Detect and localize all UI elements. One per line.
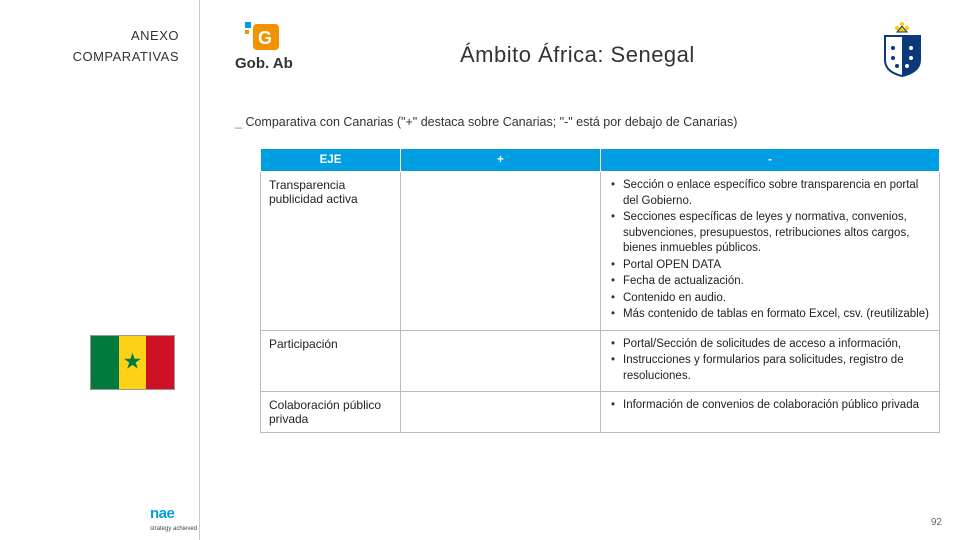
bullet-item: Fecha de actualización. (609, 274, 931, 290)
col-header-plus: + (401, 149, 601, 172)
table-row: Participación Portal/Sección de solicitud… (261, 330, 940, 392)
nae-logo: nae (150, 505, 174, 522)
bullet-item: Información de convenios de colaboración… (609, 398, 931, 414)
sidebar-title-1: ANEXO (0, 28, 179, 43)
cell-minus: Portal/Sección de solicitudes de acceso … (601, 330, 940, 392)
svg-text:G: G (258, 28, 272, 48)
cell-minus: Sección o enlace específico sobre transp… (601, 172, 940, 331)
bullet-item: Portal/Sección de solicitudes de acceso … (609, 337, 931, 353)
sidebar-title-2: COMPARATIVAS (0, 49, 179, 64)
page-number: 92 (931, 517, 942, 528)
bullet-item: Sección o enlace específico sobre transp… (609, 178, 931, 209)
sidebar: ANEXO COMPARATIVAS (0, 0, 200, 540)
page-title: Ámbito África: Senegal (460, 42, 695, 68)
table-row: Colaboración público privada Información … (261, 392, 940, 433)
cell-plus (401, 172, 601, 331)
bullet-item: Instrucciones y formularios para solicit… (609, 353, 931, 384)
cell-eje: Transparencia publicidad activa (261, 172, 401, 331)
bullet-item: Contenido en audio. (609, 291, 931, 307)
cell-minus: Información de convenios de colaboración… (601, 392, 940, 433)
flag-stripe-red (146, 336, 174, 389)
cell-eje: Participación (261, 330, 401, 392)
bullet-item: Secciones específicas de leyes y normati… (609, 210, 931, 257)
canarias-logo (875, 18, 930, 78)
flag-stripe-green (91, 336, 119, 389)
cell-plus (401, 392, 601, 433)
comparison-table: EJE + - Transparencia publicidad activa S… (260, 148, 940, 433)
flag-star-icon: ★ (123, 348, 143, 374)
senegal-flag: ★ (90, 335, 175, 390)
svg-text:Gob. Ab: Gob. Ab (235, 55, 293, 72)
subtitle: Comparativa con Canarias ("+" destaca so… (235, 115, 737, 129)
bullet-item: Portal OPEN DATA (609, 258, 931, 274)
nae-tagline: strategy achieved (150, 526, 197, 532)
cell-eje: Colaboración público privada (261, 392, 401, 433)
gobab-logo: G Gob. Ab (235, 22, 325, 77)
cell-plus (401, 330, 601, 392)
col-header-eje: EJE (261, 149, 401, 172)
table-header-row: EJE + - (261, 149, 940, 172)
bullet-item: Más contenido de tablas en formato Excel… (609, 307, 931, 323)
table-row: Transparencia publicidad activa Sección o… (261, 172, 940, 331)
col-header-minus: - (601, 149, 940, 172)
